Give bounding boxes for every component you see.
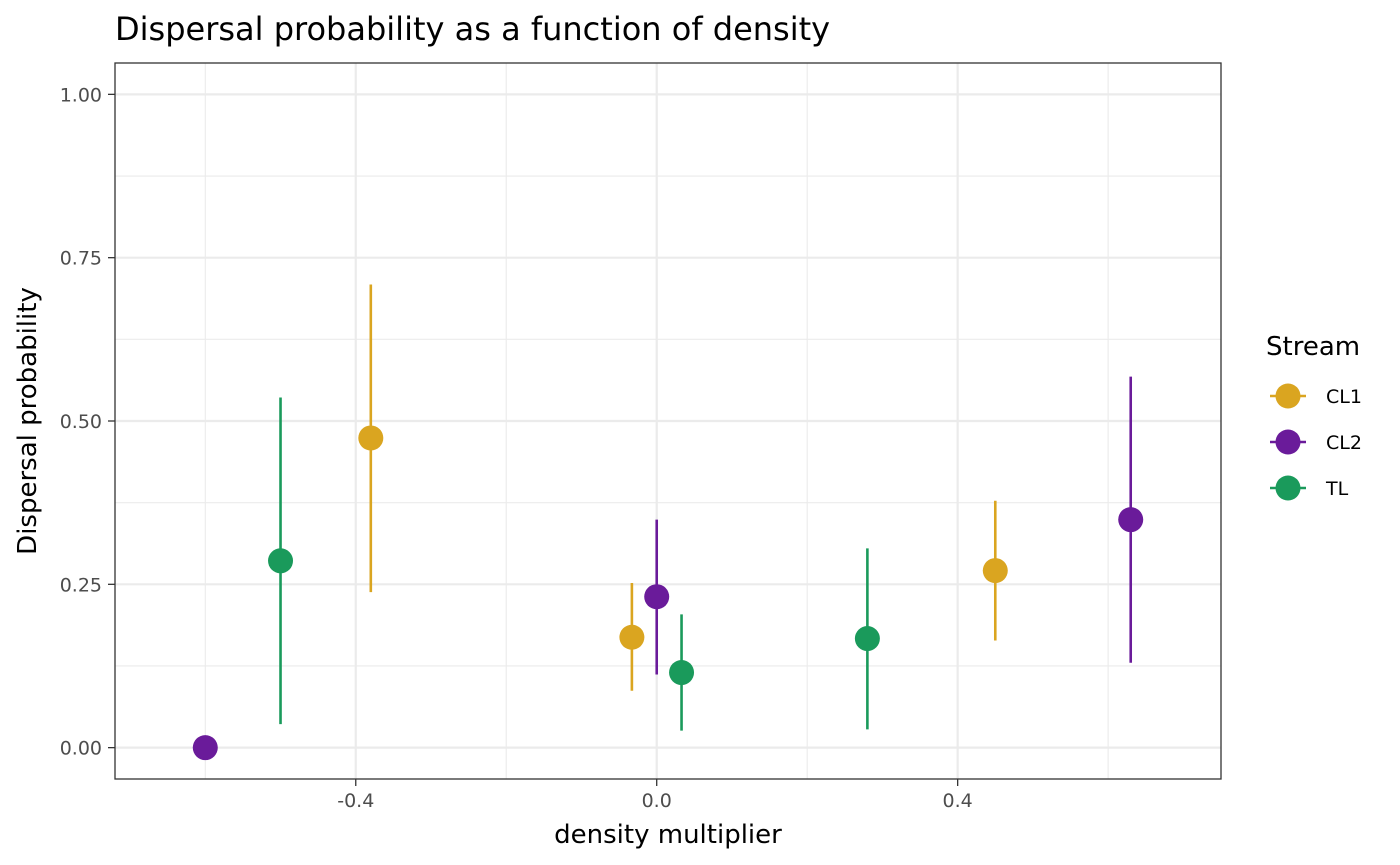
legend-key-point bbox=[1275, 429, 1301, 455]
y-tick-label: 0.75 bbox=[60, 248, 102, 270]
point-cl1 bbox=[358, 425, 384, 451]
x-tick-label: 0.0 bbox=[642, 790, 672, 812]
point-cl1 bbox=[619, 624, 645, 650]
y-tick-label: 1.00 bbox=[60, 84, 102, 106]
legend-key-point bbox=[1275, 383, 1301, 409]
data-points bbox=[192, 425, 1144, 761]
legend-label: CL1 bbox=[1326, 386, 1362, 408]
x-tick-label: -0.4 bbox=[337, 790, 374, 812]
legend-item-tl: TL bbox=[1270, 475, 1349, 501]
point-tl bbox=[268, 548, 294, 574]
point-tl bbox=[669, 660, 695, 686]
legend: Stream CL1 CL2 TL bbox=[1266, 332, 1362, 501]
legend-key-point bbox=[1275, 475, 1301, 501]
point-cl1 bbox=[982, 558, 1008, 584]
y-axis-title: Dispersal probability bbox=[13, 287, 43, 555]
y-tick-label: 0.00 bbox=[60, 738, 102, 760]
x-tick-label: 0.4 bbox=[943, 790, 973, 812]
point-tl bbox=[854, 626, 880, 652]
y-tick-label: 0.50 bbox=[60, 411, 102, 433]
x-axis-ticks: -0.4 0.0 0.4 bbox=[337, 779, 973, 812]
point-cl2 bbox=[192, 735, 218, 761]
point-cl2 bbox=[1118, 507, 1144, 533]
legend-item-cl1: CL1 bbox=[1270, 383, 1362, 409]
y-tick-label: 0.25 bbox=[60, 574, 102, 596]
legend-label: CL2 bbox=[1326, 432, 1362, 454]
point-cl2 bbox=[644, 584, 670, 610]
legend-item-cl2: CL2 bbox=[1270, 429, 1362, 455]
legend-title: Stream bbox=[1266, 332, 1360, 362]
x-axis-title: density multiplier bbox=[554, 820, 782, 850]
chart-title: Dispersal probability as a function of d… bbox=[115, 10, 830, 48]
legend-label: TL bbox=[1325, 478, 1349, 500]
y-axis-ticks: 0.00 0.25 0.50 0.75 1.00 bbox=[60, 84, 115, 760]
